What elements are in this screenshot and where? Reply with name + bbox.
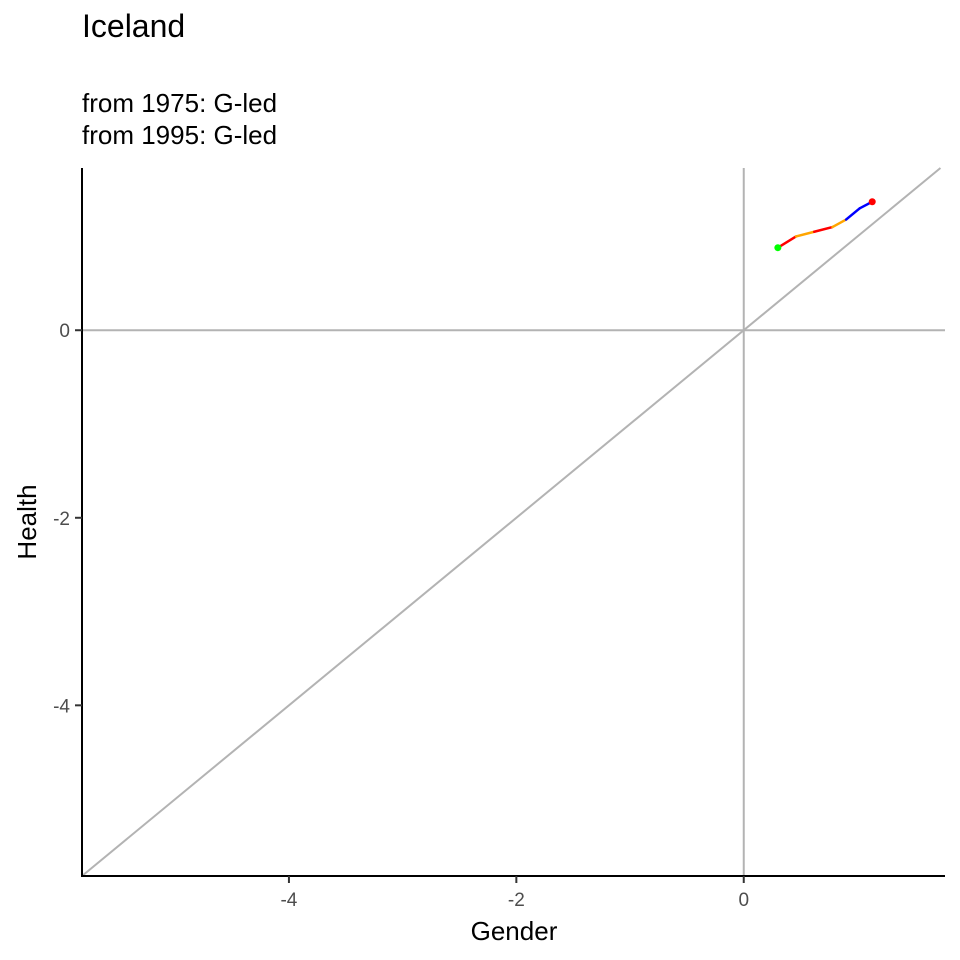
reference-lines (81, 167, 945, 877)
series-segment (812, 225, 834, 234)
data-series (774, 198, 876, 252)
series-segment (794, 230, 816, 238)
x-axis-title: Gender (471, 916, 558, 946)
y-tick-label: -4 (53, 696, 70, 717)
y-tick-label: 0 (59, 321, 70, 342)
chart-subtitle-line-1: from 1975: G-led (82, 88, 278, 118)
axes (81, 168, 945, 877)
ticks: -4 -2 0 0 -2 -4 (53, 321, 749, 911)
y-tick-label: -2 (53, 509, 70, 530)
x-tick-label: -4 (280, 890, 297, 911)
series-segment (844, 207, 861, 221)
x-tick-label: 0 (738, 890, 749, 911)
series-start-point (774, 244, 782, 252)
x-tick-label: -2 (508, 890, 525, 911)
series-end-point (868, 198, 876, 206)
series-segment (831, 218, 848, 229)
y-axis-title: Health (12, 484, 42, 559)
diagonal-reference-line (81, 167, 942, 877)
chart-title: Iceland (82, 8, 186, 44)
series-segment (776, 235, 798, 249)
chart-subtitle-line-2: from 1995: G-led (82, 120, 278, 150)
